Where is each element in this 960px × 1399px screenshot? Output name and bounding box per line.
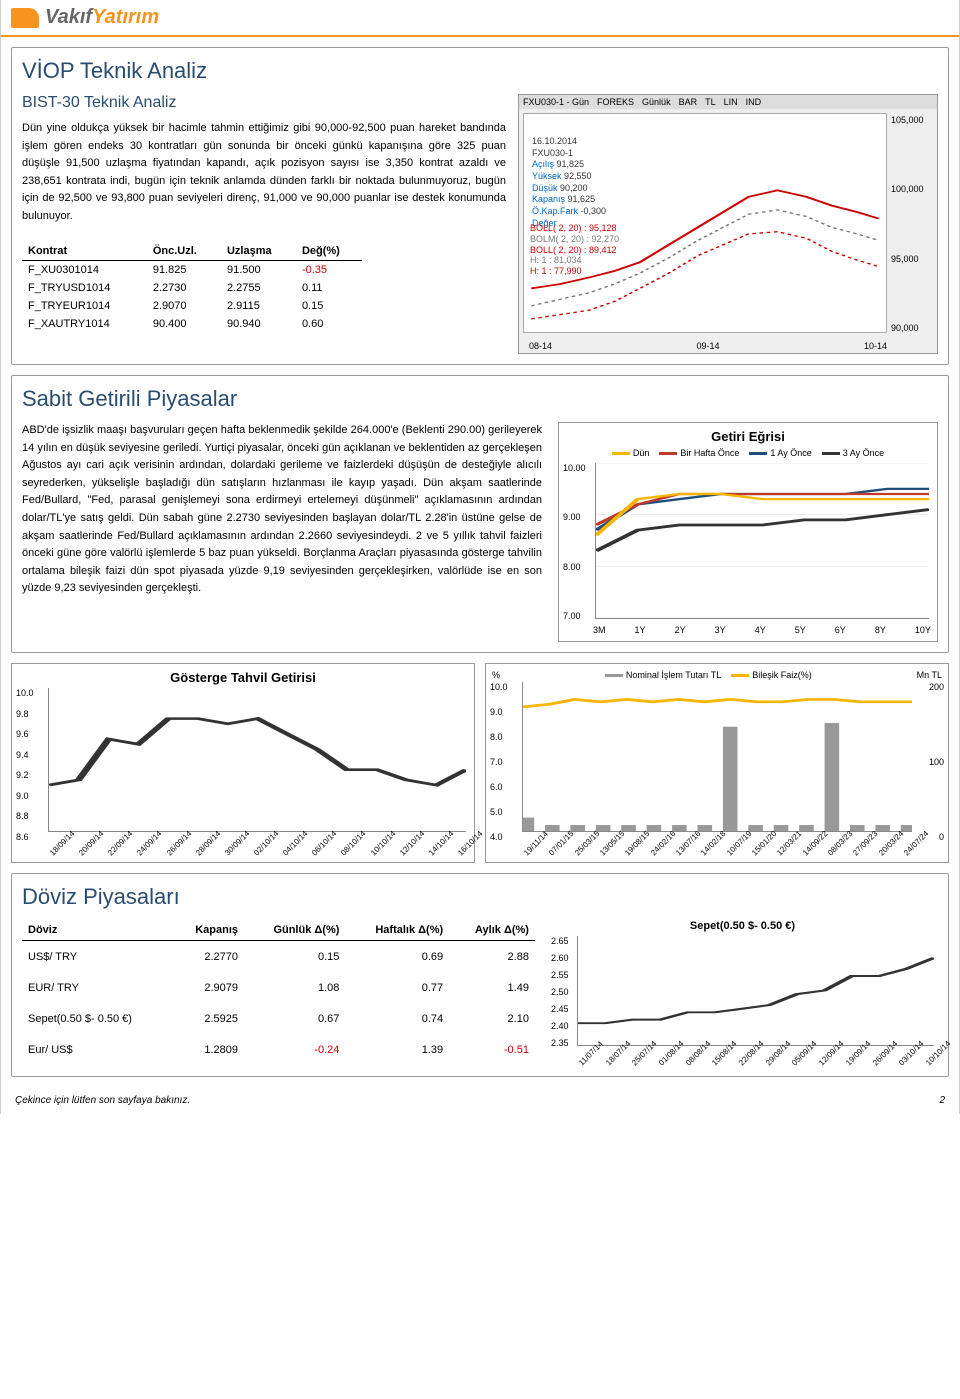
sabit-text: ABD'de işsizlik maaşı başvuruları geçen … [22, 422, 542, 598]
fxu-chart: FXU030-1 - GünFOREKSGünlükBARTLLININD 16… [518, 94, 938, 354]
table-row: F_TRYEUR10142.90702.91150.15 [22, 297, 362, 315]
doviz-section: Döviz Piyasaları DövizKapanışGünlük Δ(%)… [11, 873, 949, 1077]
doviz-title: Döviz Piyasaları [22, 884, 938, 910]
page-number: 2 [939, 1095, 945, 1106]
table-row: Eur/ US$1.2809-0.241.39-0.51 [22, 1035, 535, 1066]
gosterge-title: Gösterge Tahvil Getirisi [18, 670, 468, 685]
th-deg: Değ(%) [296, 242, 362, 261]
nominal-left-unit: % [492, 670, 500, 680]
viop-title: VİOP Teknik Analiz [22, 58, 938, 84]
table-row: F_XAUTRY101490.40090.9400.60 [22, 315, 362, 333]
table-row: F_XU030101491.82591.500-0.35 [22, 260, 362, 279]
nominal-chart: % Nominal İşlem Tutarı TLBileşik Faiz(%)… [485, 663, 949, 863]
viop-text: Dün yine oldukça yüksek bir hacimle tahm… [22, 120, 506, 226]
th-kontrat: Kontrat [22, 242, 147, 261]
table-row: Sepet(0.50 $- 0.50 €)2.59250.670.742.10 [22, 1004, 535, 1035]
footer-note: Çekince için lütfen son sayfaya bakınız. [15, 1095, 190, 1106]
brand-yatirim: Yatırım [92, 6, 159, 28]
th-uzl: Uzlaşma [221, 242, 296, 261]
getiri-title: Getiri Eğrisi [565, 429, 931, 444]
getiri-chart: Getiri Eğrisi DünBir Hafta Önce1 Ay Önce… [558, 422, 938, 642]
sabit-title: Sabit Getirili Piyasalar [22, 386, 938, 412]
viop-subtitle: BIST-30 Teknik Analiz [22, 94, 506, 112]
th-onc: Önc.Uzl. [147, 242, 221, 261]
table-row: EUR/ TRY2.90791.080.771.49 [22, 972, 535, 1003]
gosterge-chart: Gösterge Tahvil Getirisi 10.09.89.69.49.… [11, 663, 475, 863]
brand-logo-icon [11, 8, 39, 28]
table-row: US$/ TRY2.27700.150.692.88 [22, 941, 535, 973]
sabit-section: Sabit Getirili Piyasalar ABD'de işsizlik… [11, 375, 949, 653]
table-row: F_TRYUSD10142.27302.27550.11 [22, 279, 362, 297]
sepet-title: Sepet(0.50 $- 0.50 €) [547, 920, 938, 932]
viop-section: VİOP Teknik Analiz BIST-30 Teknik Analiz… [11, 47, 949, 365]
doviz-table: DövizKapanışGünlük Δ(%)Haftalık Δ(%)Aylı… [22, 920, 535, 1066]
brand-vakif: Vakıf [45, 6, 92, 28]
nominal-right-unit: Mn TL [917, 670, 942, 680]
brand-header: VakıfYatırım [1, 0, 959, 37]
kontrat-table: Kontrat Önc.Uzl. Uzlaşma Değ(%) F_XU0301… [22, 242, 362, 333]
